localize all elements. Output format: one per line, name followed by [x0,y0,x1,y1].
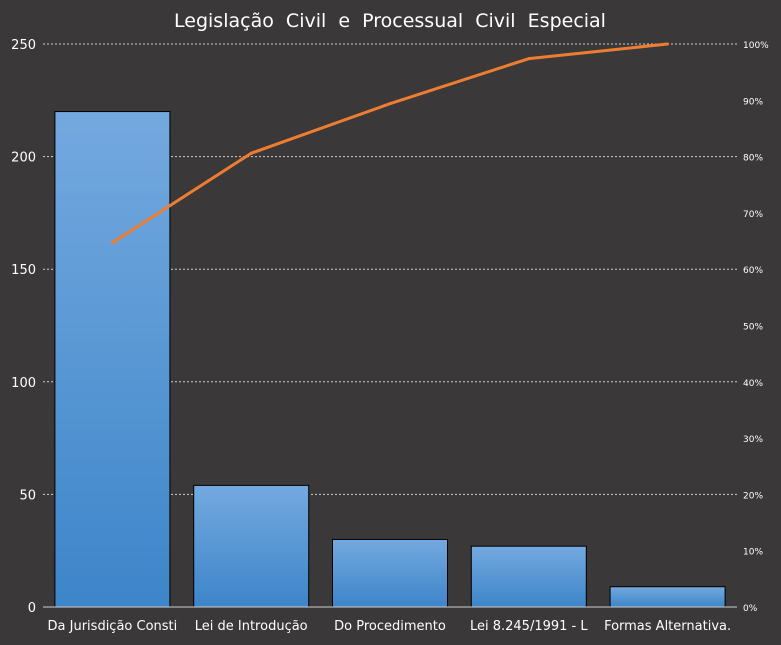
y-axis-left: 0 50 100 150 200 250 [11,38,36,616]
bar [193,484,310,608]
chart-title: Legislação Civil e Processual Civil Espe… [174,10,606,32]
y-tick-label: 100 [11,376,36,391]
line-point [527,57,531,61]
y2-tick-label: 10% [743,548,763,558]
y-tick-label: 200 [11,151,36,166]
line-point [388,102,392,106]
bar [54,111,171,608]
y2-tick-label: 50% [743,323,763,333]
y2-tick-label: 20% [743,491,763,501]
y2-tick-label: 60% [743,266,763,276]
y2-tick-label: 90% [743,97,763,107]
line-point [110,241,114,245]
x-tick-label: Do Procedimento [334,619,446,634]
x-tick-label: Lei de Introdução [195,619,308,634]
y-tick-label: 250 [11,38,36,53]
y2-tick-label: 30% [743,435,763,445]
bar [470,545,587,608]
bar [332,538,448,608]
y2-tick-label: 70% [743,210,763,220]
x-tick-label: Formas Alternativa. [604,619,731,634]
x-tick-label: Da Jurisdição Consti [48,619,178,634]
line-point [666,42,670,46]
cumulative-line [111,42,668,244]
y-tick-label: 150 [11,263,36,278]
line-point [249,151,253,155]
y2-tick-label: 80% [743,154,763,164]
x-axis: Da Jurisdição Consti Lei de Introdução Do … [43,606,737,634]
y-tick-label: 50 [19,488,36,503]
y2-tick-label: 100% [743,41,769,51]
bars [54,111,726,608]
cumulative-line-layer [110,42,670,245]
y-axis-right: 0% 10% 20% 30% 40% 50% 60% 70% 80% 90% 100% [743,41,769,614]
y2-tick-label: 40% [743,379,763,389]
y-tick-label: 0 [28,601,36,616]
y2-tick-label: 0% [743,604,758,614]
x-tick-label: Lei 8.245/1991 - L [470,619,588,634]
bar [609,586,726,608]
